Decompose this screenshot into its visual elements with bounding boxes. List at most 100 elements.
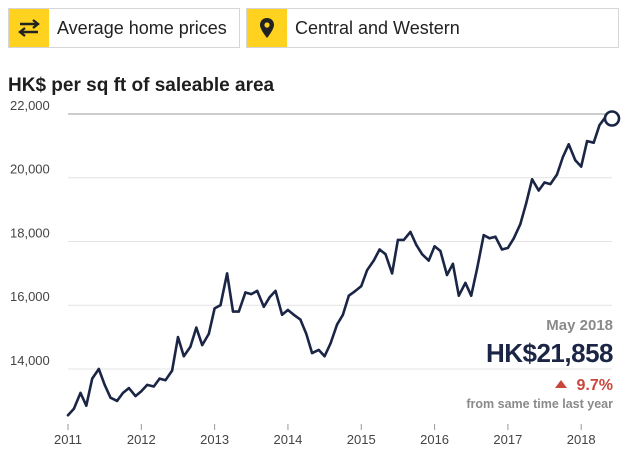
data-point	[415, 243, 418, 246]
data-point	[164, 379, 167, 382]
data-point	[525, 202, 528, 205]
top-filter-bar: Average home prices Central and Western	[0, 0, 627, 56]
data-point	[91, 377, 94, 380]
data-point	[140, 390, 143, 393]
data-point	[286, 308, 290, 312]
y-tick-label: 16,000	[10, 289, 50, 304]
data-point	[280, 313, 284, 316]
data-point	[213, 307, 216, 310]
increase-triangle-icon	[554, 380, 567, 388]
data-point	[274, 289, 277, 293]
data-point	[506, 246, 510, 250]
data-point	[555, 173, 559, 176]
data-point	[396, 238, 400, 242]
data-point	[482, 233, 485, 237]
data-point	[323, 355, 326, 358]
data-point	[372, 259, 375, 262]
data-point	[335, 323, 339, 326]
data-point	[268, 296, 271, 299]
data-point	[121, 391, 125, 395]
data-point	[365, 269, 369, 272]
latest-value-marker[interactable]	[603, 110, 621, 127]
data-point	[305, 332, 308, 336]
x-tick-label: 2015	[347, 432, 376, 447]
data-point	[219, 304, 222, 307]
data-point	[470, 294, 473, 297]
data-point	[543, 181, 546, 184]
metric-selector[interactable]: Average home prices	[8, 8, 240, 48]
data-point	[519, 222, 522, 226]
data-point	[85, 404, 88, 407]
data-point	[475, 267, 479, 270]
data-point	[72, 407, 76, 410]
y-tick-label: 20,000	[10, 162, 50, 177]
data-point	[201, 343, 204, 347]
chart-subtitle: HK$ per sq ft of saleable area	[8, 75, 275, 96]
data-point	[103, 383, 106, 387]
data-point	[256, 289, 259, 293]
data-point	[231, 310, 235, 313]
data-point	[549, 182, 552, 186]
x-tick-label: 2016	[420, 432, 449, 447]
data-point	[189, 345, 192, 348]
map-pin-icon	[247, 9, 287, 47]
data-point	[500, 248, 504, 251]
y-tick-label: 22,000	[10, 100, 50, 113]
district-selector[interactable]: Central and Western	[246, 8, 619, 48]
price-series-line	[66, 115, 614, 417]
data-point	[574, 159, 577, 162]
data-point	[580, 165, 583, 168]
data-point	[457, 294, 460, 297]
data-point	[464, 281, 467, 285]
data-point	[341, 313, 345, 316]
callout-date: May 2018	[546, 317, 613, 334]
data-point	[317, 348, 320, 352]
data-point	[567, 143, 570, 146]
data-point	[195, 326, 198, 329]
data-point	[420, 253, 424, 256]
x-tick-label: 2017	[493, 432, 522, 447]
data-point	[146, 383, 149, 387]
data-point	[592, 141, 595, 144]
data-point	[439, 249, 442, 253]
data-point	[433, 245, 436, 248]
data-point	[378, 248, 381, 251]
data-point	[384, 253, 387, 256]
data-point	[598, 123, 601, 127]
swap-arrows-icon	[9, 9, 49, 47]
x-axis-ticks: 2011 2012 2013 2014 2015 2016 2017 2018	[54, 424, 596, 447]
data-point	[409, 230, 412, 234]
data-point	[207, 332, 210, 336]
callout-change-value: 9.7%	[576, 377, 613, 394]
data-point	[127, 386, 131, 390]
data-point	[182, 355, 185, 358]
x-tick-label: 2018	[567, 432, 596, 447]
data-point	[66, 414, 70, 417]
y-axis-ticks: 14,000 16,000 18,000 20,000 22,000	[10, 100, 50, 368]
data-point	[250, 292, 253, 296]
data-point	[176, 335, 180, 339]
data-point	[109, 396, 112, 399]
y-tick-label: 14,000	[10, 353, 50, 368]
data-point	[310, 351, 314, 355]
data-point	[390, 272, 394, 275]
chart-grid	[68, 113, 612, 370]
data-point	[244, 291, 247, 294]
x-tick-label: 2014	[273, 432, 302, 447]
data-point	[329, 342, 332, 345]
data-point	[158, 377, 161, 380]
data-point	[115, 399, 119, 403]
data-point	[237, 310, 240, 313]
data-point	[488, 237, 491, 240]
district-selector-label: Central and Western	[295, 18, 460, 38]
data-point	[292, 313, 295, 316]
data-point	[512, 237, 515, 240]
x-tick-label: 2012	[127, 432, 156, 447]
data-point	[225, 272, 229, 275]
data-point	[354, 289, 357, 293]
x-tick-label: 2011	[54, 432, 82, 447]
data-point	[360, 284, 363, 288]
callout-change: 9.7%	[554, 377, 613, 395]
callout-value: HK$21,858	[485, 338, 614, 368]
